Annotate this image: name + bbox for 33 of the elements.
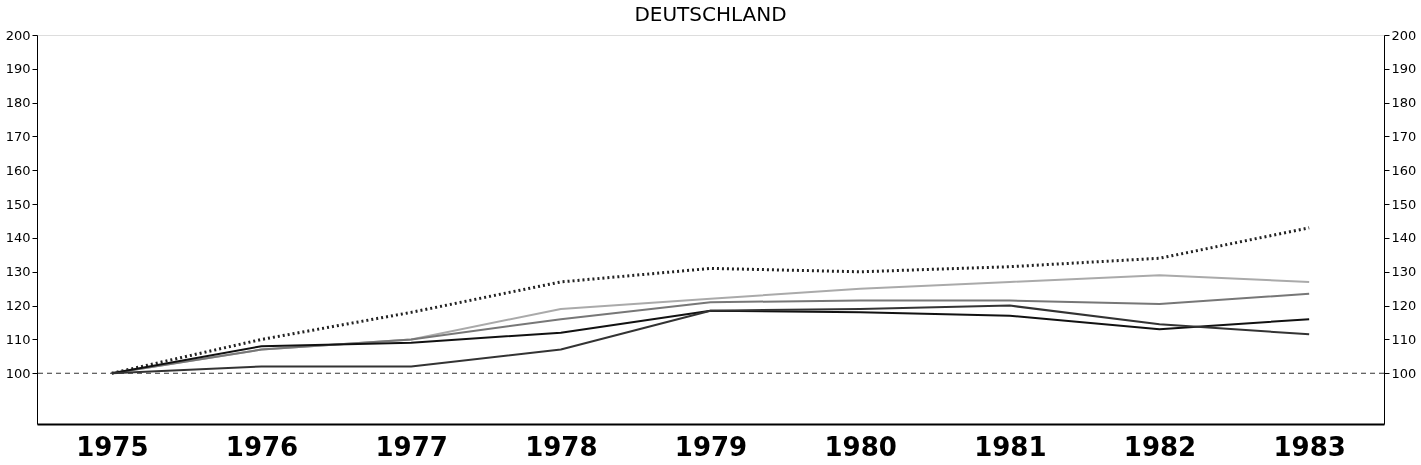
x-tick-label: 1979 <box>674 431 748 462</box>
y2-tick-label: 110 <box>1391 331 1417 347</box>
x-tick-label: 1975 <box>76 431 149 462</box>
y-tick-label: 140 <box>5 230 31 246</box>
y2-tick-label: 160 <box>1391 162 1417 178</box>
y2-tick-label: 120 <box>1391 298 1417 314</box>
y-tick-label: 100 <box>5 365 31 381</box>
y2-tick-label: 170 <box>1391 128 1417 144</box>
line-series <box>110 226 1311 375</box>
y2-tick-label: 200 <box>1391 27 1417 43</box>
x-tick-label: 1980 <box>824 431 897 462</box>
y-tick-label: 190 <box>5 61 31 77</box>
y2-tick-label: 140 <box>1391 230 1417 246</box>
x-tick-label: 1983 <box>1273 431 1346 462</box>
x-tick-label: 1976 <box>225 431 299 462</box>
y2-tick-label: 180 <box>1391 95 1417 111</box>
x-tick-label: 1982 <box>1123 431 1197 462</box>
y-tick-label: 160 <box>5 162 31 178</box>
x-tick-label: 1981 <box>974 431 1047 462</box>
y-tick-label: 110 <box>5 331 31 347</box>
y-tick-label: 200 <box>5 27 31 43</box>
y2-tick-label: 130 <box>1391 264 1417 280</box>
x-tick-label: 1977 <box>375 431 448 462</box>
y-tick-label: 150 <box>5 196 31 212</box>
y2-tick-label: 190 <box>1391 61 1417 77</box>
y-tick-label: 130 <box>5 264 31 280</box>
x-tick-label: 1978 <box>525 431 598 462</box>
chart-title: DEUTSCHLAND <box>634 2 787 26</box>
y2-tick-label: 150 <box>1391 196 1417 212</box>
y-tick-label: 120 <box>5 298 31 314</box>
y-tick-label: 180 <box>5 95 31 111</box>
y-tick-label: 170 <box>5 128 31 144</box>
y2-tick-label: 100 <box>1391 365 1417 381</box>
